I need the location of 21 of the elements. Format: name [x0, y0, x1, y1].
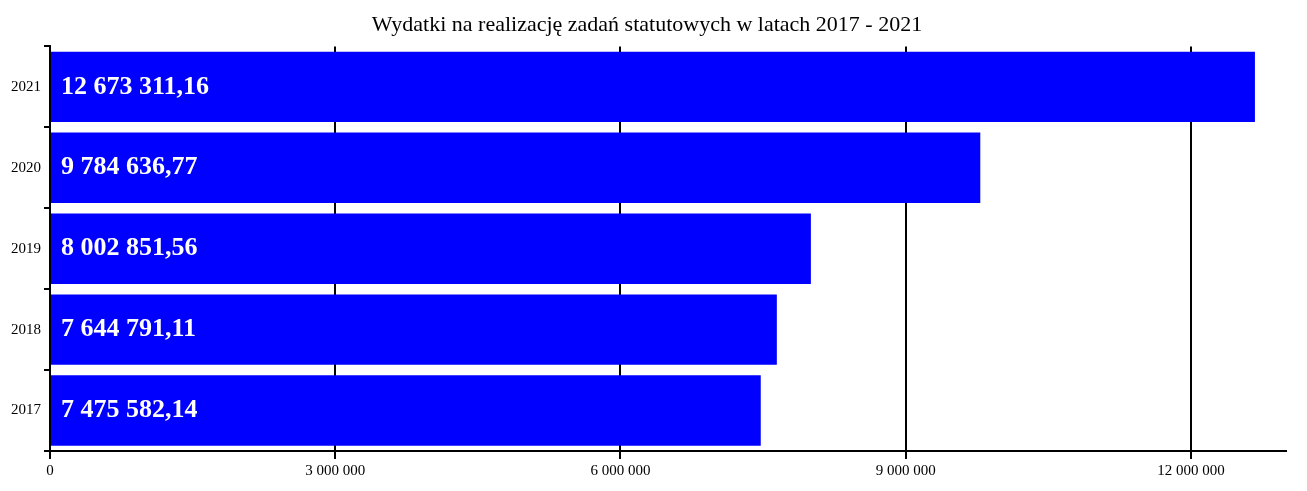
x-tick-label: 12 000 000 — [1157, 461, 1225, 478]
bar — [51, 132, 981, 203]
x-tick-label: 6 000 000 — [590, 461, 651, 478]
x-tick-label: 0 — [46, 461, 54, 478]
x-tick-label: 3 000 000 — [305, 461, 366, 478]
y-tick-label: 2018 — [11, 320, 41, 337]
y-tick-label: 2017 — [11, 401, 42, 418]
bar — [51, 51, 1255, 123]
chart-title: Wydatki na realizację zadań statutowych w latach 2017 - 2021 — [371, 10, 923, 36]
data-label: 7 475 582,14 — [61, 394, 198, 424]
bar — [51, 294, 777, 365]
x-tick-label: 9 000 000 — [875, 461, 936, 478]
y-tick-label: 2019 — [11, 239, 41, 256]
y-tick-label: 2020 — [11, 158, 41, 175]
data-label: 8 002 851,56 — [61, 232, 198, 262]
bar — [51, 213, 811, 284]
data-label: 12 673 311,16 — [61, 70, 210, 100]
data-label: 9 784 636,77 — [61, 151, 198, 181]
bar — [51, 375, 761, 446]
data-label: 7 644 791,11 — [61, 313, 197, 343]
y-tick-label: 2021 — [11, 77, 41, 94]
